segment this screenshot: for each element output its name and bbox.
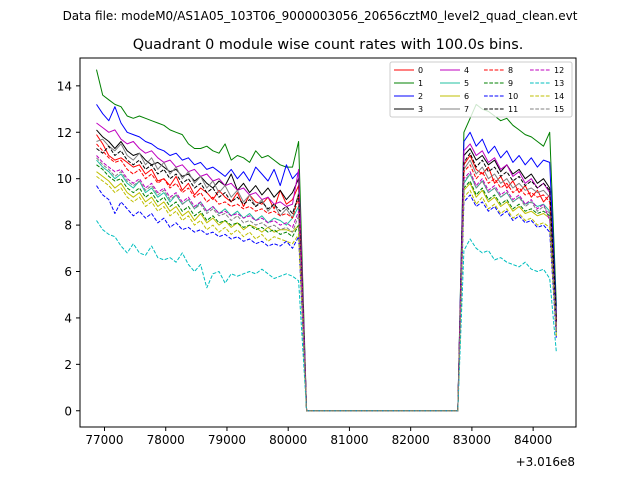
- series-line-2: [96, 104, 557, 412]
- x-tick-label: 84000: [514, 433, 552, 447]
- series-line-0: [96, 134, 557, 412]
- x-tick-label: 83000: [453, 433, 491, 447]
- chart-title: Quadrant 0 module wise count rates with …: [133, 37, 524, 53]
- series-line-14: [96, 175, 557, 412]
- series-line-1: [96, 69, 557, 412]
- series-line-13: [96, 220, 557, 412]
- legend-label-1: 1: [418, 79, 423, 88]
- series-line-4: [96, 122, 557, 412]
- legend-label-15: 15: [554, 105, 564, 114]
- y-tick-label: 6: [64, 265, 72, 279]
- chart-suptitle: Data file: modeM0/AS1A05_103T06_90000030…: [63, 9, 578, 23]
- legend-label-7: 7: [464, 105, 469, 114]
- x-tick-label: 77000: [85, 433, 123, 447]
- x-tick-label: 80000: [269, 433, 307, 447]
- legend-label-10: 10: [508, 92, 518, 101]
- legend-label-14: 14: [554, 92, 564, 101]
- y-tick-label: 12: [57, 126, 72, 140]
- x-tick-label: 82000: [392, 433, 430, 447]
- series-line-11: [96, 145, 557, 412]
- series-line-12: [96, 155, 557, 412]
- series-line-10: [96, 185, 557, 412]
- legend-label-6: 6: [464, 92, 469, 101]
- legend-label-11: 11: [508, 105, 518, 114]
- y-tick-label: 0: [64, 404, 72, 418]
- series-line-8: [96, 143, 557, 412]
- legend-label-13: 13: [554, 79, 564, 88]
- x-offset-label: +3.016e8: [516, 455, 575, 469]
- y-tick-label: 10: [57, 172, 72, 186]
- legend-label-8: 8: [508, 66, 513, 75]
- axes-layer: 77000 78000 79000 80000 81000 82000 83000 84000…: [57, 79, 553, 447]
- legend-box: [389, 61, 573, 118]
- series-line-6: [96, 171, 557, 412]
- legend-label-3: 3: [418, 105, 423, 114]
- legend-label-5: 5: [464, 79, 469, 88]
- legend-label-0: 0: [418, 66, 423, 75]
- legend-label-12: 12: [554, 66, 564, 75]
- series-line-9: [96, 164, 557, 412]
- y-tick-label: 8: [64, 219, 72, 233]
- x-tick-label: 81000: [330, 433, 368, 447]
- plot-frame: [79, 57, 577, 428]
- y-tick-label: 2: [64, 358, 72, 372]
- legend-label-9: 9: [508, 79, 513, 88]
- series-layer: [96, 69, 557, 412]
- x-tick-label: 78000: [147, 433, 185, 447]
- y-tick-label: 14: [57, 79, 72, 93]
- x-tick-label: 79000: [208, 433, 246, 447]
- legend-label-2: 2: [418, 92, 423, 101]
- y-tick-label: 4: [64, 311, 72, 325]
- legend-label-4: 4: [464, 66, 469, 75]
- series-line-3: [96, 129, 557, 412]
- series-line-15: [96, 157, 557, 412]
